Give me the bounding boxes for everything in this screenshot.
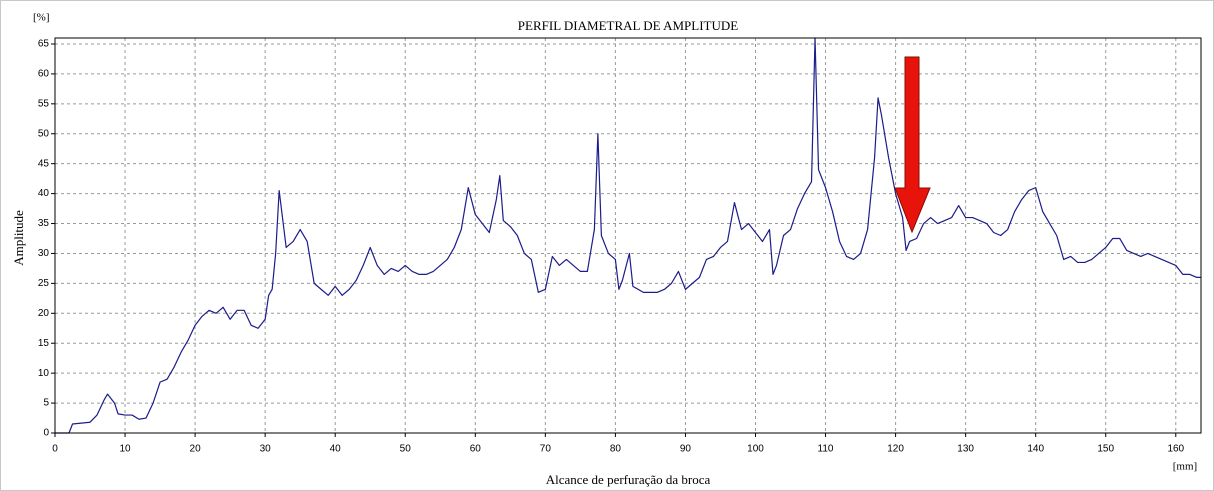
x-tick-label: 150 (1097, 444, 1114, 455)
y-tick-label: 50 (38, 128, 50, 139)
y-tick-label: 5 (43, 398, 49, 409)
y-tick-label: 30 (38, 248, 50, 259)
x-tick-label: 130 (957, 444, 974, 455)
y-tick-label: 20 (38, 308, 50, 319)
x-tick-label: 20 (190, 444, 202, 455)
y-tick-label: 25 (38, 278, 50, 289)
x-tick-label: 100 (747, 444, 764, 455)
y-tick-label: 55 (38, 98, 50, 109)
y-tick-label: 45 (38, 158, 50, 169)
y-tick-label: 10 (38, 368, 50, 379)
y-unit: [%] (33, 12, 50, 24)
x-tick-label: 120 (887, 444, 904, 455)
y-tick-label: 0 (43, 428, 49, 439)
arrow-annotation (894, 56, 931, 234)
grid (51, 38, 1201, 437)
y-axis-title: Amplitude (11, 210, 26, 266)
y-tick-label: 35 (38, 218, 50, 229)
chart-title: PERFIL DIAMETRAL DE AMPLITUDE (518, 18, 738, 33)
x-tick-label: 140 (1027, 444, 1044, 455)
y-tick-label: 15 (38, 338, 50, 349)
y-tick-label: 60 (38, 69, 50, 80)
x-tick-label: 0 (52, 444, 58, 455)
y-tick-label: 40 (38, 188, 50, 199)
x-tick-label: 30 (260, 444, 272, 455)
x-tick-label: 60 (470, 444, 482, 455)
plot (55, 37, 1201, 434)
x-unit: [mm] (1173, 461, 1197, 473)
y-tick-label: 65 (38, 39, 50, 50)
x-axis-title: Alcance de perfuração da broca (546, 472, 711, 487)
x-tick-label: 50 (400, 444, 412, 455)
x-tick-label: 80 (610, 444, 622, 455)
x-tick-label: 10 (119, 444, 131, 455)
series-line (55, 37, 1201, 434)
x-tick-label: 40 (330, 444, 342, 455)
red-arrow (894, 56, 931, 234)
x-tick-label: 70 (540, 444, 552, 455)
x-tick-label: 110 (818, 444, 834, 455)
x-tick-label: 90 (680, 444, 692, 455)
plot-border (54, 37, 1202, 434)
x-tick-label: 160 (1167, 444, 1184, 455)
